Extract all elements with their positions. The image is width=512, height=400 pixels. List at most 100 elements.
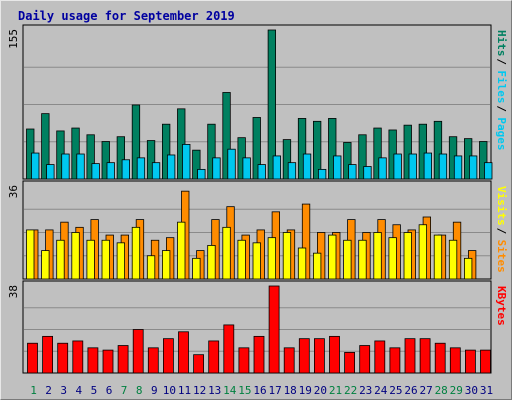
legend-separator: /: [495, 105, 508, 112]
bar-files-day-26: [408, 153, 417, 180]
bar-visits-day-3: [56, 239, 65, 280]
bar-kbytes-day-20: [313, 338, 325, 374]
bar-kbytes-day-9: [147, 347, 159, 374]
chart-title: Daily usage for September 2019: [18, 9, 235, 23]
bar-kbytes-day-24: [374, 340, 386, 374]
bar-hits-day-2: [41, 113, 50, 180]
bar-visits-day-22: [343, 239, 352, 280]
x-tick-label-day-6: 6: [106, 384, 113, 397]
x-tick-label-day-11: 11: [178, 384, 191, 397]
bar-files-day-20: [317, 168, 327, 180]
bar-files-day-7: [121, 159, 130, 180]
bar-visits-day-25: [388, 237, 397, 280]
bar-visits-day-17: [267, 237, 277, 280]
bar-hits-day-8: [131, 104, 141, 180]
bar-kbytes-day-30: [464, 349, 476, 374]
legend-separator: /: [495, 228, 508, 235]
bar-files-day-3: [61, 153, 70, 180]
bar-kbytes-day-6: [102, 349, 114, 374]
bar-visits-day-5: [86, 239, 95, 280]
legend-sites: Sites: [495, 240, 508, 273]
bar-kbytes-day-19: [298, 338, 310, 374]
panel-sites-visits-max-label: 36: [7, 185, 20, 198]
x-tick-label-day-29: 29: [450, 384, 463, 397]
legend-hits: Hits: [495, 30, 508, 57]
bar-kbytes-day-25: [389, 347, 401, 374]
bar-files-day-30: [468, 155, 478, 180]
bar-hits-day-12: [192, 149, 201, 180]
bar-kbytes-day-10: [162, 338, 174, 374]
bar-kbytes-day-29: [449, 347, 461, 374]
bar-files-day-27: [423, 152, 433, 180]
bar-kbytes-day-15: [238, 347, 250, 374]
bar-kbytes-day-22: [344, 351, 356, 374]
bar-files-day-14: [227, 148, 236, 180]
bar-files-day-11: [182, 143, 191, 180]
bar-files-day-16: [257, 164, 266, 180]
bar-visits-day-18: [282, 232, 292, 280]
bar-hits-day-10: [161, 123, 171, 180]
bar-visits-day-16: [252, 242, 261, 280]
x-tick-label-day-8: 8: [136, 384, 143, 397]
bar-kbytes-day-28: [434, 342, 446, 374]
bar-files-day-23: [363, 166, 372, 180]
x-tick-label-day-28: 28: [435, 384, 448, 397]
bar-visits-day-12: [192, 257, 201, 280]
bar-visits-day-6: [101, 239, 110, 280]
bar-hits-day-31: [479, 141, 488, 180]
bar-kbytes-day-11: [178, 331, 189, 374]
bar-kbytes-day-1: [27, 342, 38, 374]
bar-kbytes-day-21: [329, 335, 340, 374]
bar-visits-day-8: [131, 226, 141, 280]
x-tick-label-day-26: 26: [404, 384, 417, 397]
bar-hits-day-18: [282, 139, 292, 180]
x-tick-label-day-12: 12: [193, 384, 206, 397]
bar-files-day-29: [453, 155, 463, 180]
x-tick-label-day-4: 4: [75, 384, 82, 397]
bar-hits-day-11: [177, 108, 186, 180]
bar-visits-day-14: [222, 226, 231, 280]
legend-kbytes: KBytes: [495, 286, 508, 326]
x-tick-label-day-9: 9: [151, 384, 158, 397]
bar-kbytes-day-14: [223, 324, 235, 374]
bar-kbytes-day-2: [42, 335, 53, 374]
bar-files-day-15: [242, 157, 251, 180]
bar-files-day-31: [484, 162, 493, 180]
bar-files-day-4: [76, 153, 85, 180]
bar-hits-day-16: [252, 117, 261, 180]
x-tick-label-day-14: 14: [223, 384, 237, 397]
bar-visits-day-13: [207, 245, 216, 280]
bar-hits-day-17: [267, 29, 277, 180]
legend-visits: Visits: [495, 186, 508, 226]
bar-visits-day-24: [373, 232, 382, 280]
x-tick-label-day-30: 30: [465, 384, 478, 397]
bar-files-day-5: [91, 163, 100, 180]
bar-visits-day-29: [448, 239, 458, 280]
bar-visits-day-1: [26, 229, 35, 280]
bar-files-day-28: [438, 153, 448, 180]
bar-files-day-21: [333, 155, 342, 180]
legend-separator: /: [495, 58, 508, 65]
bar-hits-day-14: [222, 92, 231, 180]
bar-kbytes-day-17: [268, 285, 280, 374]
bar-visits-day-23: [358, 239, 367, 280]
x-tick-label-day-10: 10: [163, 384, 176, 397]
x-tick-label-day-7: 7: [121, 384, 128, 397]
x-tick-label-day-31: 31: [480, 384, 493, 397]
bar-visits-day-2: [41, 250, 50, 280]
bar-files-day-8: [136, 157, 146, 180]
legend-files: Files: [495, 70, 508, 103]
bar-kbytes-day-23: [359, 345, 371, 374]
bar-hits-day-13: [207, 123, 216, 180]
bar-hits-day-24: [373, 127, 382, 180]
bar-hits-day-26: [403, 124, 412, 180]
bar-kbytes-day-13: [208, 340, 220, 374]
bar-visits-day-11: [177, 221, 186, 280]
x-tick-label-day-5: 5: [91, 384, 98, 397]
panel-hits-files-max-label: 155: [7, 29, 20, 49]
x-tick-label-day-1: 1: [30, 384, 37, 397]
bar-files-day-12: [197, 168, 206, 180]
bar-kbytes-day-26: [404, 338, 416, 374]
bar-kbytes-day-7: [117, 345, 129, 374]
